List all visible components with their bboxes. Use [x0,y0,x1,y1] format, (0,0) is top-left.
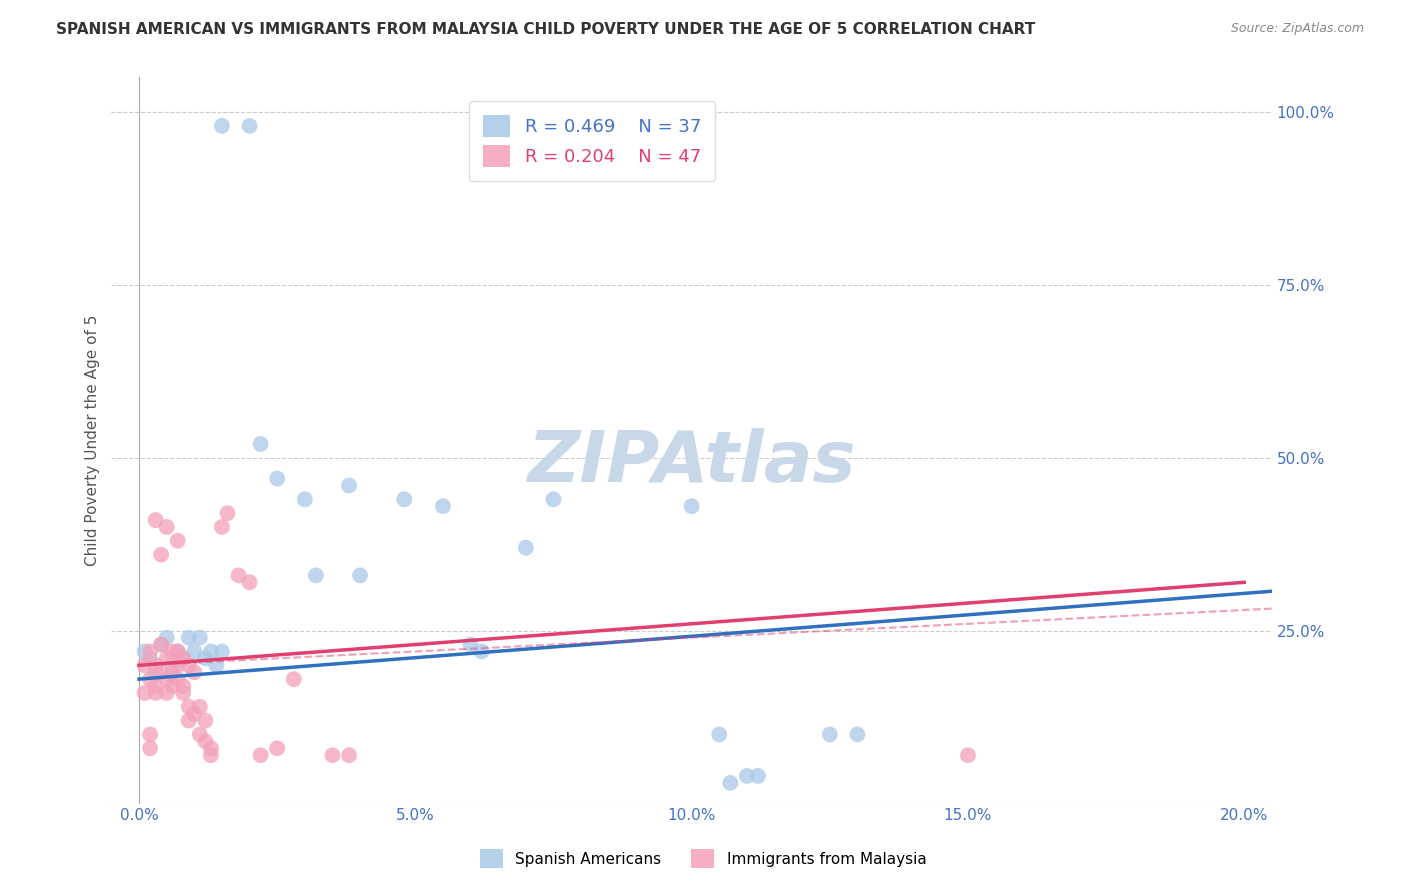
Point [460,638,482,652]
Point [160,644,183,658]
Point [194,714,217,728]
Legend: R = 0.469    N = 37, R = 0.204    N = 47: R = 0.469 N = 37, R = 0.204 N = 47 [468,101,716,181]
Point [211,644,233,658]
Point [172,651,194,665]
Point [183,644,205,658]
Point [134,686,156,700]
Point [471,644,494,658]
Point [543,492,565,507]
Point [160,658,183,673]
Point [249,437,271,451]
Point [217,506,239,520]
Point [145,658,167,673]
Point [305,568,328,582]
Y-axis label: Child Poverty Under the Age of 5: Child Poverty Under the Age of 5 [86,315,100,566]
Point [156,651,179,665]
Point [956,748,979,763]
Point [177,714,200,728]
Point [266,472,288,486]
Point [735,769,758,783]
Point [188,727,211,741]
Point [228,568,250,582]
Point [160,665,183,680]
Point [183,706,205,721]
Point [139,672,162,686]
Point [337,748,360,763]
Point [200,741,222,756]
Point [266,741,288,756]
Point [747,769,769,783]
Point [188,631,211,645]
Point [166,644,188,658]
Legend: Spanish Americans, Immigrants from Malaysia: Spanish Americans, Immigrants from Malay… [472,841,934,875]
Point [156,672,179,686]
Point [172,679,194,693]
Point [139,651,162,665]
Point [145,686,167,700]
Point [166,658,188,673]
Point [177,658,200,673]
Point [150,548,173,562]
Point [145,679,167,693]
Point [718,776,741,790]
Point [200,748,222,763]
Text: SPANISH AMERICAN VS IMMIGRANTS FROM MALAYSIA CHILD POVERTY UNDER THE AGE OF 5 CO: SPANISH AMERICAN VS IMMIGRANTS FROM MALA… [56,22,1035,37]
Point [145,665,167,680]
Point [211,119,233,133]
Point [337,478,360,492]
Point [172,651,194,665]
Point [846,727,869,741]
Point [709,727,731,741]
Point [249,748,271,763]
Point [139,727,162,741]
Point [166,644,188,658]
Point [150,638,173,652]
Point [166,533,188,548]
Point [283,672,305,686]
Point [205,658,228,673]
Point [681,500,703,514]
Point [150,665,173,680]
Text: ZIPAtlas: ZIPAtlas [527,428,856,497]
Point [156,520,179,534]
Point [432,500,454,514]
Point [177,699,200,714]
Point [188,699,211,714]
Point [515,541,537,555]
Point [211,520,233,534]
Point [321,748,343,763]
Point [294,492,316,507]
Point [134,658,156,673]
Point [156,631,179,645]
Point [194,651,217,665]
Point [238,119,260,133]
Point [194,734,217,748]
Point [139,644,162,658]
Point [238,575,260,590]
Point [160,679,183,693]
Point [150,638,173,652]
Point [177,631,200,645]
Point [145,513,167,527]
Point [818,727,841,741]
Point [172,686,194,700]
Point [349,568,371,582]
Point [139,741,162,756]
Point [156,686,179,700]
Point [200,644,222,658]
Point [166,672,188,686]
Point [134,644,156,658]
Point [394,492,416,507]
Text: Source: ZipAtlas.com: Source: ZipAtlas.com [1230,22,1364,36]
Point [183,665,205,680]
